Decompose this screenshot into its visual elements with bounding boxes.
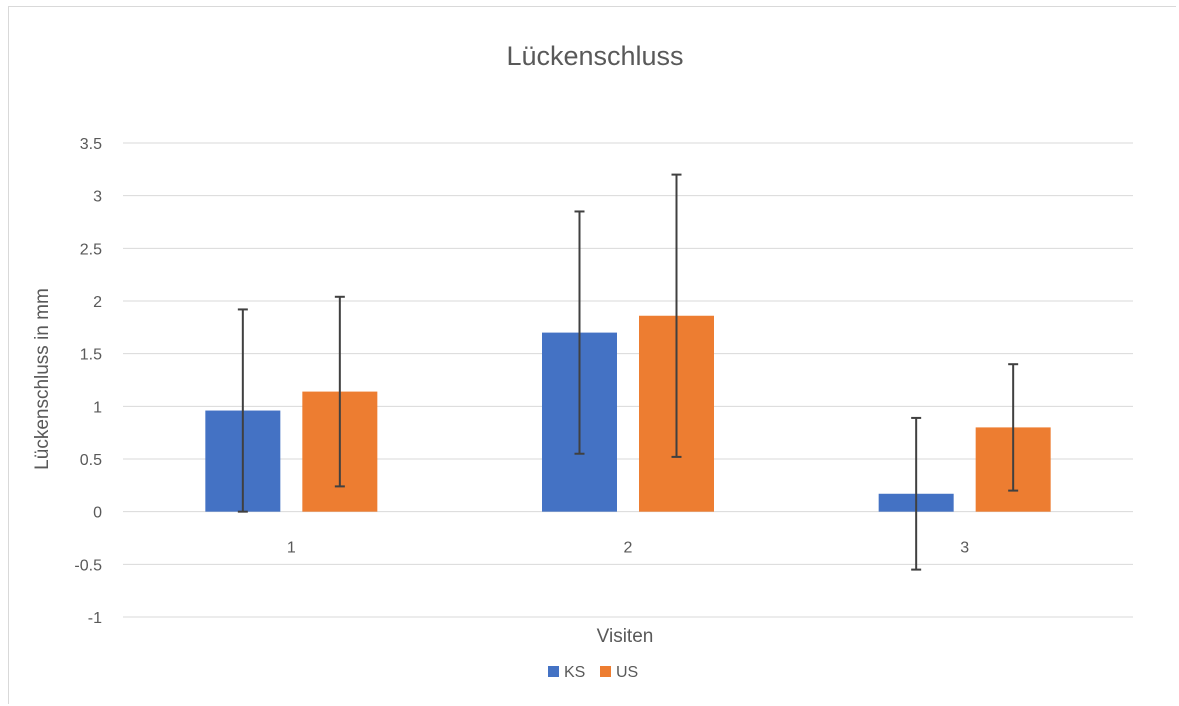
chart-frame: [8, 6, 1176, 704]
legend-item: KS: [548, 664, 585, 681]
bars: [205, 315, 1051, 512]
y-tick-label: 1: [93, 399, 102, 416]
x-axis-title: Visiten: [597, 626, 654, 647]
y-tick-label: 3: [93, 189, 102, 206]
legend-swatch: [600, 666, 611, 677]
error-bar: [671, 173, 682, 458]
y-tick-label: -1: [88, 610, 102, 627]
x-axis-tick-labels: 1 2 3: [287, 540, 969, 557]
y-tick-label: 0: [93, 505, 102, 522]
error-bars: [237, 173, 1019, 571]
y-tick-label: 0.5: [80, 452, 102, 469]
x-tick-label: 2: [624, 540, 633, 557]
y-tick-label: -0.5: [74, 557, 102, 574]
y-tick-label: 1.5: [80, 347, 102, 364]
y-tick-label: 3.5: [80, 136, 102, 153]
legend-swatch: [548, 666, 559, 677]
chart-title: Lückenschluss: [506, 41, 683, 71]
legend-item: US: [600, 664, 638, 681]
y-axis-title: Lückenschluss in mm: [32, 288, 53, 470]
error-bar: [237, 308, 248, 513]
error-bar: [334, 295, 345, 488]
legend-label: KS: [564, 664, 585, 681]
y-tick-label: 2.5: [80, 241, 102, 258]
legend-label: US: [616, 664, 638, 681]
y-tick-label: 2: [93, 294, 102, 311]
error-bar: [911, 416, 922, 571]
legend: KS US: [548, 664, 638, 681]
gridlines: [123, 142, 1133, 618]
x-tick-label: 3: [960, 540, 969, 557]
x-tick-label: 1: [287, 540, 296, 557]
y-axis-tick-labels: 3.5 3 2.5 2 1.5 1 0.5 0 -0.5 -1: [74, 136, 102, 627]
error-bar: [1008, 363, 1019, 492]
error-bar: [574, 210, 585, 455]
